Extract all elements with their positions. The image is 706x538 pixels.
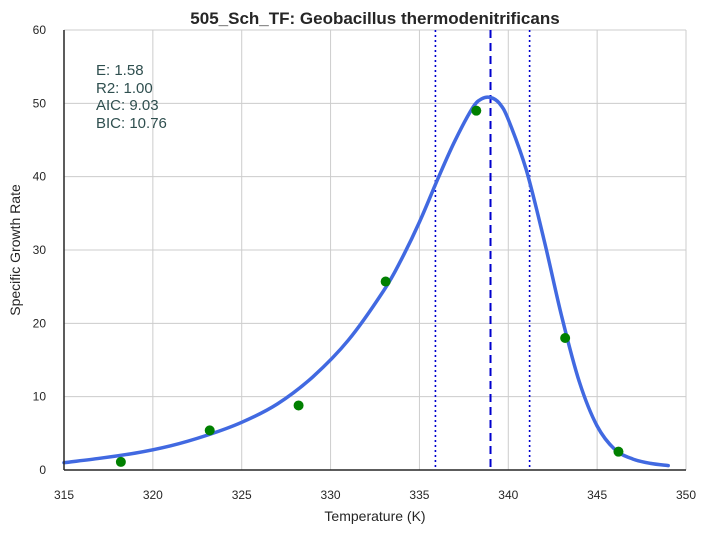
annotation-aic: AIC: 9.03 xyxy=(96,97,159,114)
x-tick-label: 320 xyxy=(143,488,163,502)
y-tick-label: 0 xyxy=(39,463,46,477)
y-tick-label: 50 xyxy=(33,96,47,110)
y-axis-label: Specific Growth Rate xyxy=(7,184,23,316)
tick-labels: 315 320 325 330 335 340 345 350 0 10 20 30 40 50 60 xyxy=(33,23,697,502)
data-point xyxy=(560,333,571,343)
data-point xyxy=(380,276,391,287)
annotation-energy: E: 1.58 xyxy=(96,62,144,79)
data-point xyxy=(204,425,215,436)
fit-curve-layer xyxy=(62,95,670,468)
annotation-r2: R2: 1.00 xyxy=(96,80,153,97)
y-tick-label: 20 xyxy=(33,316,47,330)
x-tick-label: 325 xyxy=(232,488,252,502)
x-axis-label: Temperature (K) xyxy=(324,508,425,524)
y-tick-label: 60 xyxy=(33,23,47,37)
y-tick-label: 30 xyxy=(33,243,47,257)
data-point xyxy=(293,400,304,411)
axes xyxy=(63,30,686,471)
stats-annotation: E: 1.58 R2: 1.00 AIC: 9.03 BIC: 10.76 xyxy=(96,62,167,132)
annotation-bic: BIC: 10.76 xyxy=(96,115,167,132)
grid xyxy=(64,29,687,470)
x-tick-label: 350 xyxy=(676,488,696,502)
x-tick-label: 315 xyxy=(54,488,74,502)
chart-title: 505_Sch_TF: Geobacillus thermodenitrific… xyxy=(190,9,559,28)
x-tick-label: 335 xyxy=(409,488,429,502)
y-tick-label: 40 xyxy=(33,170,47,184)
x-tick-label: 345 xyxy=(587,488,607,502)
reference-lines xyxy=(434,30,531,470)
data-point xyxy=(613,446,624,457)
fit-curve xyxy=(62,95,670,468)
data-points xyxy=(115,105,624,467)
y-tick-label: 10 xyxy=(33,390,47,404)
data-point xyxy=(115,456,126,467)
data-point xyxy=(471,105,482,116)
x-tick-label: 330 xyxy=(321,488,341,502)
x-tick-label: 340 xyxy=(498,488,518,502)
